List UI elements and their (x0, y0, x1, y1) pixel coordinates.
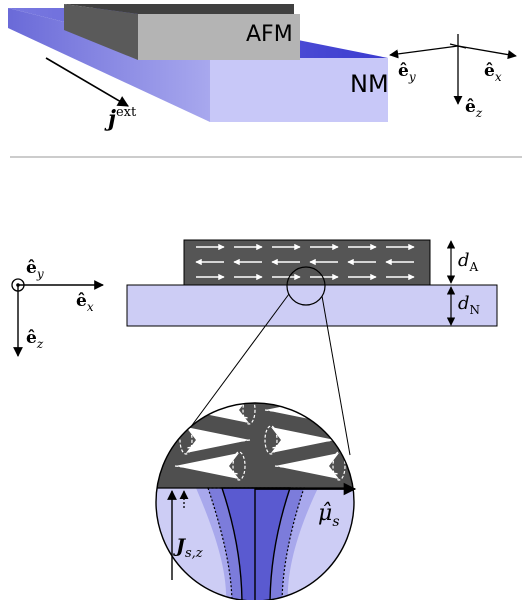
afm-moment-arrows (195, 243, 415, 281)
nm-label: NM (350, 70, 389, 98)
afm-block-front (138, 14, 300, 60)
zoom-line-right (321, 295, 351, 456)
precessing-moment (264, 425, 336, 455)
precessing-moment (174, 451, 246, 481)
top-axis-ex-label: êx (484, 61, 502, 84)
bottom-axis-ey-label: êy (26, 258, 44, 281)
top-axes: êy êx êz (389, 34, 517, 120)
nm-layer (126, 284, 498, 327)
thickness-nm-label: dN (458, 293, 480, 317)
bottom-panel: êy êx êz dA dN (11, 239, 498, 600)
top-panel: AFM NM jext êy êx êz (8, 4, 517, 132)
nm-slab-side-front (210, 58, 388, 122)
thickness-markers: dA dN (446, 240, 480, 326)
spin-current-label: Js,z (173, 535, 203, 561)
thickness-afm-label: dA (458, 250, 479, 274)
top-axis-ez-label: êz (465, 97, 483, 120)
current-label: jext (104, 105, 137, 132)
zoom-region (286, 266, 326, 306)
bottom-axis-ez-label: êz (26, 328, 44, 351)
magnified-circle-border (155, 402, 355, 600)
current-arrow (45, 57, 129, 107)
spin-accumulation-label: μ̂s (318, 501, 340, 530)
afm-block-top (64, 4, 294, 14)
nm-slab-side-left (8, 8, 210, 122)
afm-label: AFM (246, 22, 293, 47)
bottom-axis-ex-label: êx (76, 291, 94, 314)
top-axis-ey-label: êy (398, 61, 416, 84)
afm-block-side (64, 4, 138, 60)
precessing-moment (179, 425, 251, 455)
precessing-moment (274, 451, 346, 481)
magnified-view (156, 403, 354, 600)
bottom-axes: êy êx êz (11, 258, 104, 357)
